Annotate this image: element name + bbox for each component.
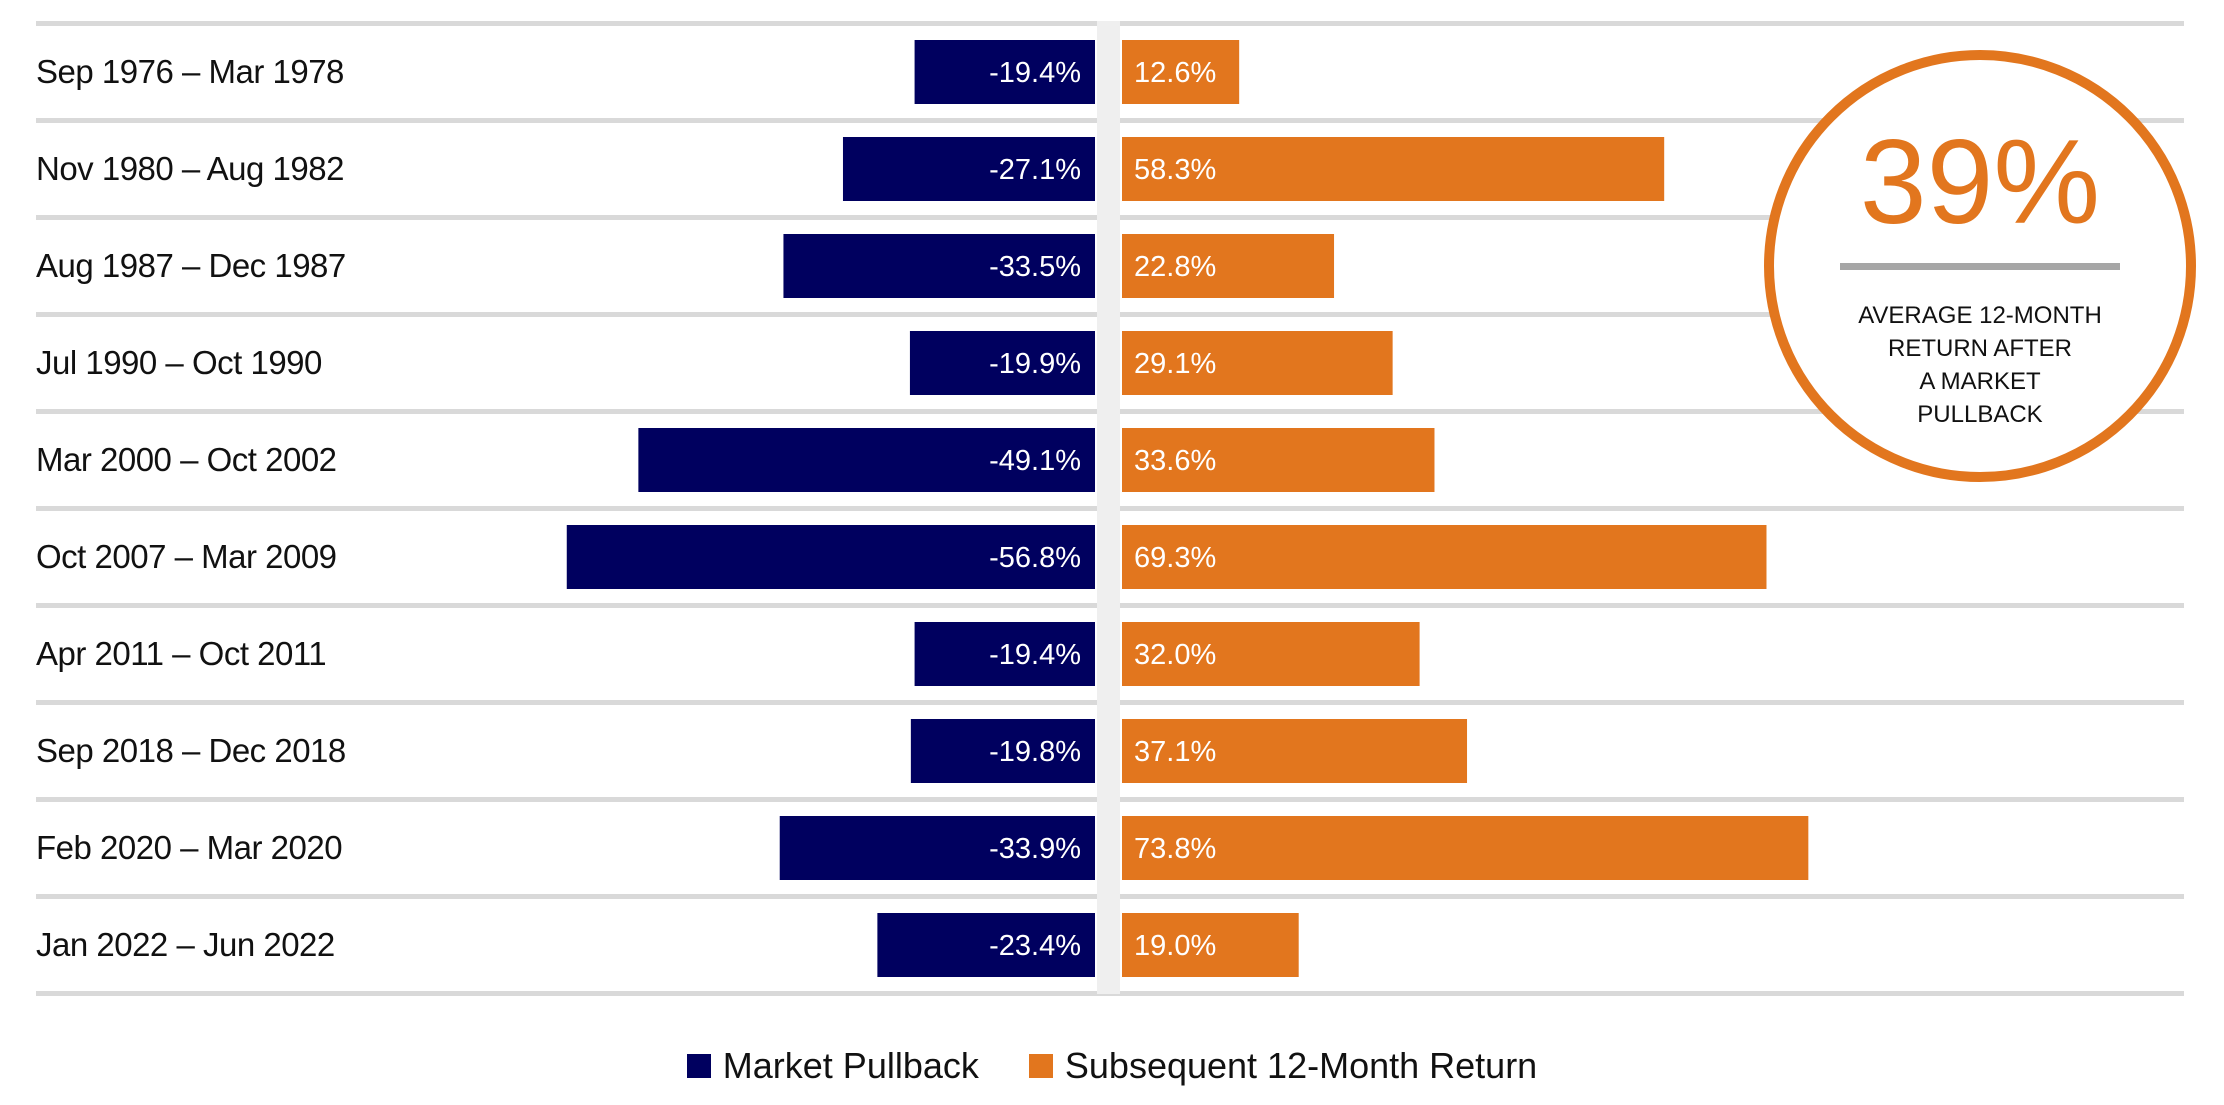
category-label: Sep 1976 – Mar 1978 xyxy=(36,53,344,90)
category-label: Feb 2020 – Mar 2020 xyxy=(36,829,342,866)
bar-market-pullback xyxy=(779,816,1095,880)
category-label: Jan 2022 – Jun 2022 xyxy=(36,926,335,963)
bar-subsequent-return xyxy=(1122,719,1468,783)
bar-market-pullback xyxy=(566,525,1095,589)
bar-market-pullback xyxy=(783,234,1095,298)
data-label: 19.0% xyxy=(1134,930,1216,962)
data-label: -33.5% xyxy=(989,251,1081,283)
legend-item-subsequent-return: Subsequent 12-Month Return xyxy=(1028,1045,1538,1087)
bar-market-pullback xyxy=(638,428,1095,492)
category-label: Nov 1980 – Aug 1982 xyxy=(36,150,344,187)
data-label: 37.1% xyxy=(1134,736,1216,768)
bar-subsequent-return xyxy=(1122,913,1299,977)
data-label: 58.3% xyxy=(1134,154,1216,186)
callout-text: PULLBACK xyxy=(1917,401,2042,428)
bar-subsequent-return xyxy=(1122,40,1240,104)
bar-market-pullback xyxy=(877,913,1095,977)
data-label: 33.6% xyxy=(1134,445,1216,477)
category-label: Jul 1990 – Oct 1990 xyxy=(36,344,322,381)
bar-subsequent-return xyxy=(1122,622,1420,686)
callout-text: RETURN AFTER xyxy=(1888,335,2072,362)
legend: Market Pullback Subsequent 12-Month Retu… xyxy=(0,1045,2224,1087)
category-label: Oct 2007 – Mar 2009 xyxy=(36,538,337,575)
data-label: -19.8% xyxy=(989,736,1081,768)
callout-value: 39% xyxy=(1860,115,2100,249)
bar-subsequent-return xyxy=(1122,137,1665,201)
category-label: Mar 2000 – Oct 2002 xyxy=(36,441,337,478)
data-label: -27.1% xyxy=(989,154,1081,186)
legend-label: Market Pullback xyxy=(722,1045,979,1086)
legend-swatch-orange xyxy=(1028,1054,1053,1078)
bar-market-pullback xyxy=(909,331,1095,395)
callout-text: A MARKET xyxy=(1919,368,2041,395)
bar-subsequent-return xyxy=(1122,525,1767,589)
bar-subsequent-return xyxy=(1122,428,1435,492)
data-label: -19.4% xyxy=(989,57,1081,89)
data-label: 73.8% xyxy=(1134,833,1216,865)
category-label: Sep 2018 – Dec 2018 xyxy=(36,732,346,769)
category-label: Aug 1987 – Dec 1987 xyxy=(36,247,346,284)
callout-text: AVERAGE 12-MONTH xyxy=(1858,302,2102,329)
data-label: -49.1% xyxy=(989,445,1081,477)
data-label: 22.8% xyxy=(1134,251,1216,283)
data-label: 29.1% xyxy=(1134,348,1216,380)
bar-subsequent-return xyxy=(1122,331,1393,395)
data-label: 69.3% xyxy=(1134,542,1216,574)
data-label: -56.8% xyxy=(989,542,1081,574)
bar-market-pullback xyxy=(842,137,1095,201)
bar-market-pullback xyxy=(914,622,1095,686)
data-label: -19.9% xyxy=(989,348,1081,380)
bar-subsequent-return xyxy=(1122,234,1335,298)
bar-market-pullback xyxy=(910,719,1095,783)
data-label: -33.9% xyxy=(989,833,1081,865)
data-label: -19.4% xyxy=(989,639,1081,671)
bar-market-pullback xyxy=(914,40,1095,104)
legend-item-market-pullback: Market Pullback xyxy=(686,1045,979,1087)
data-label: 32.0% xyxy=(1134,639,1216,671)
bar-subsequent-return xyxy=(1122,816,1809,880)
data-label: 12.6% xyxy=(1134,57,1216,89)
legend-swatch-navy xyxy=(686,1054,711,1078)
callout-divider xyxy=(1840,263,2120,270)
legend-label: Subsequent 12-Month Return xyxy=(1064,1045,1538,1086)
category-label: Apr 2011 – Oct 2011 xyxy=(36,635,326,672)
center-axis xyxy=(1097,21,1120,994)
data-label: -23.4% xyxy=(989,930,1081,962)
